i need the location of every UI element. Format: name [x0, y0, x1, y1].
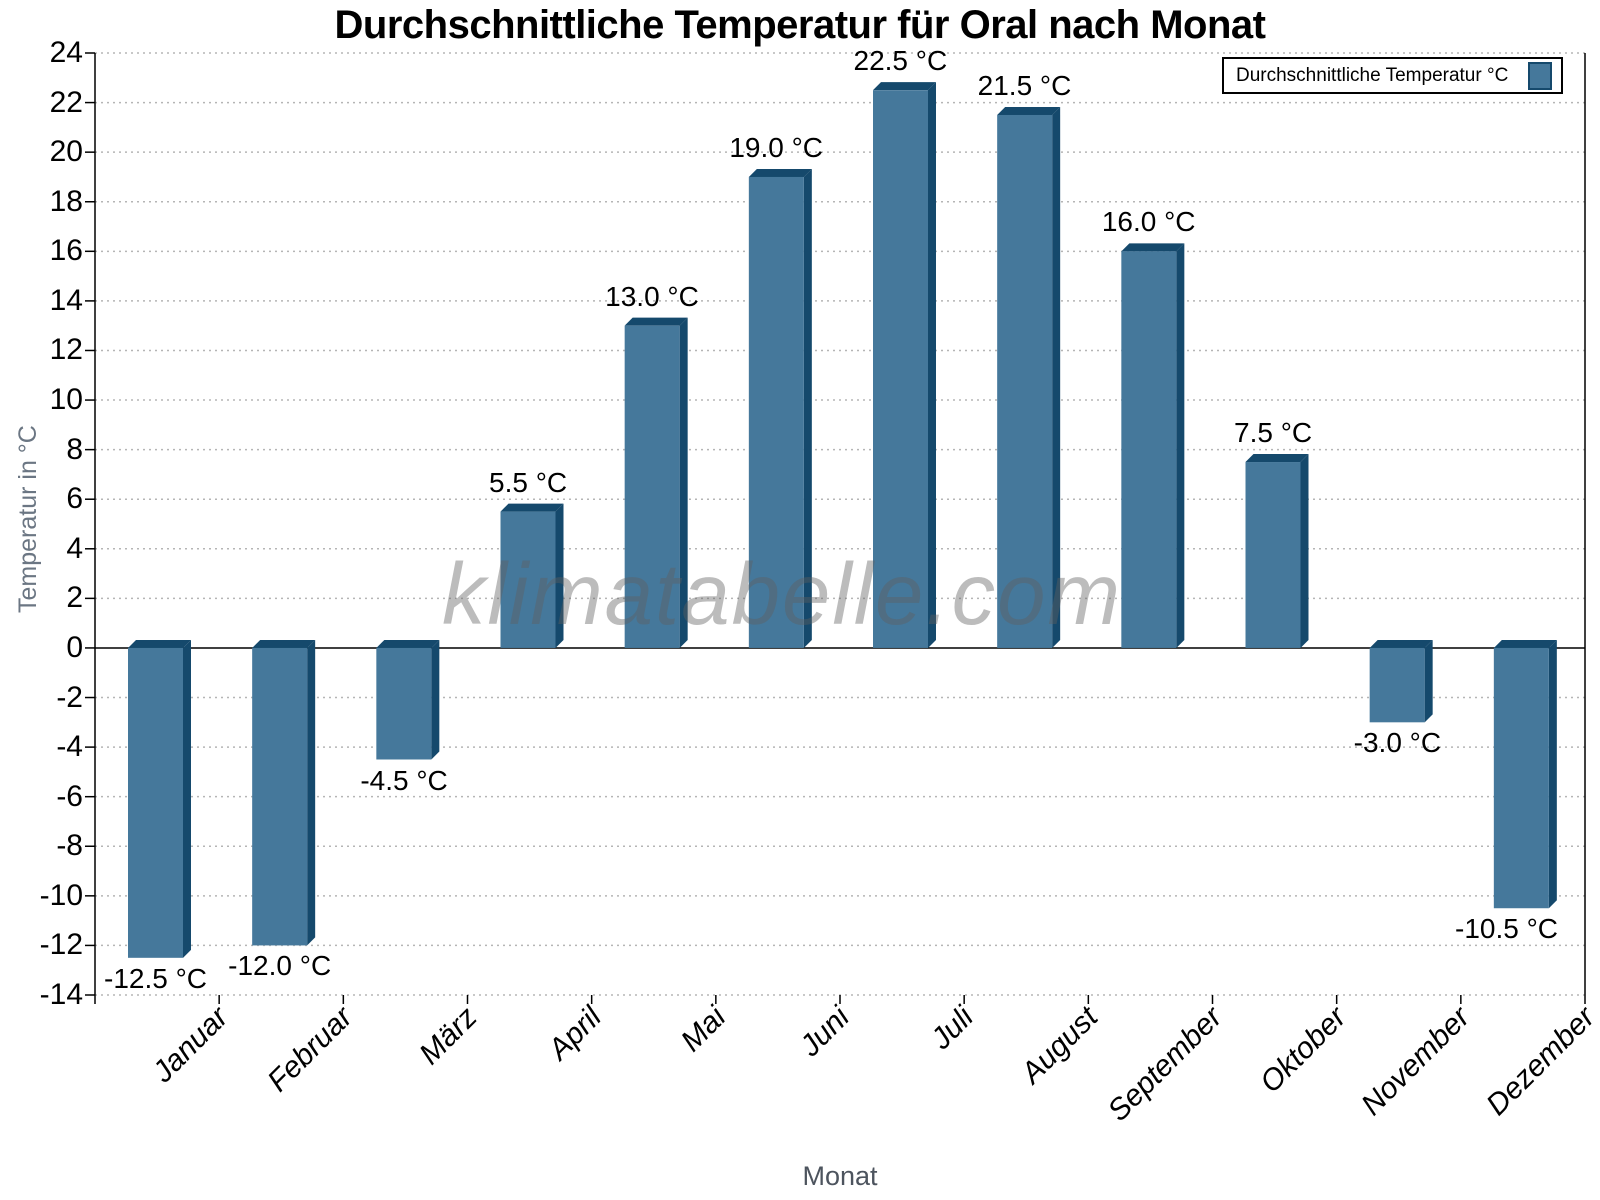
bar-value-label: -10.5 °C	[1455, 913, 1559, 945]
bar-right-face	[1300, 454, 1309, 648]
bar-right-face	[1052, 106, 1061, 648]
bar	[624, 325, 680, 648]
bar-right-face	[1176, 243, 1185, 648]
y-tick-label: -12	[39, 928, 83, 962]
y-tick-label: -6	[56, 779, 83, 813]
bar	[252, 647, 308, 946]
bar-right-face	[307, 639, 316, 946]
y-tick-label: 16	[49, 234, 83, 268]
bar-top-face	[748, 168, 812, 177]
bar-right-face	[803, 168, 812, 648]
bar-value-label: 16.0 °C	[1101, 206, 1196, 238]
y-tick-label: 0	[66, 630, 83, 664]
y-tick-label: 2	[66, 581, 83, 615]
bar-top-face	[252, 639, 316, 648]
bar	[376, 647, 432, 760]
y-tick-label: -8	[56, 829, 83, 863]
bar-value-label: -12.0 °C	[228, 950, 332, 982]
y-tick-label: -2	[56, 680, 83, 714]
y-tick-label: -4	[56, 730, 83, 764]
bar-top-face	[1121, 243, 1185, 252]
bar-top-face	[500, 503, 564, 512]
bar-top-face	[128, 639, 191, 648]
bar	[873, 90, 928, 648]
legend: Durchschnittliche Temperatur °C	[1222, 57, 1563, 94]
x-axis-title: Monat	[802, 1161, 878, 1191]
y-tick-label: 12	[49, 333, 83, 367]
y-tick-label: 14	[49, 283, 83, 317]
bar-right-face	[928, 82, 936, 648]
bar	[748, 176, 804, 648]
bar-value-label: -4.5 °C	[360, 764, 448, 796]
bar-top-face	[376, 639, 440, 648]
chart-title: Durchschnittliche Temperatur für Oral na…	[334, 3, 1266, 47]
bar-top-face	[1245, 454, 1309, 463]
y-tick-label: -14	[39, 978, 83, 1011]
bar-value-label: 5.5 °C	[489, 466, 568, 498]
y-tick-label: -10	[39, 878, 83, 912]
bar-top-face	[997, 106, 1061, 115]
bar-value-label: 22.5 °C	[853, 45, 948, 77]
bar-value-label: 7.5 °C	[1234, 417, 1313, 449]
y-tick-label: 18	[49, 184, 83, 218]
y-tick-label: 24	[49, 36, 83, 69]
bar-top-face	[873, 82, 936, 91]
bar-top-face	[1493, 639, 1557, 648]
bar	[1245, 462, 1301, 648]
bar-top-face	[624, 317, 688, 326]
bar-right-face	[1424, 639, 1433, 723]
bar	[1493, 647, 1549, 909]
bar	[1121, 251, 1177, 648]
bar-value-label: 13.0 °C	[605, 280, 699, 312]
bar-value-label: -12.5 °C	[104, 962, 208, 994]
y-tick-label: 6	[66, 482, 83, 516]
legend-swatch-icon	[1528, 61, 1552, 90]
bar-top-face	[1369, 639, 1433, 648]
legend-label: Durchschnittliche Temperatur °C	[1236, 64, 1509, 86]
bar	[997, 114, 1053, 648]
bar-value-label: -3.0 °C	[1353, 727, 1442, 759]
y-tick-label: 4	[66, 531, 83, 565]
bar-right-face	[183, 639, 191, 958]
bar-value-label: 19.0 °C	[729, 131, 824, 163]
bar	[1369, 647, 1425, 723]
bar	[500, 511, 556, 648]
bar	[128, 647, 183, 958]
y-tick-label: 8	[66, 432, 83, 466]
bar-right-face	[555, 503, 564, 648]
bar-value-label: 21.5 °C	[977, 69, 1072, 101]
bar-right-face	[1548, 639, 1557, 909]
bar-right-face	[679, 317, 688, 648]
y-tick-label: 10	[49, 383, 83, 417]
y-tick-label: 22	[49, 85, 83, 119]
y-tick-label: 20	[49, 135, 83, 169]
bar-right-face	[431, 639, 440, 760]
